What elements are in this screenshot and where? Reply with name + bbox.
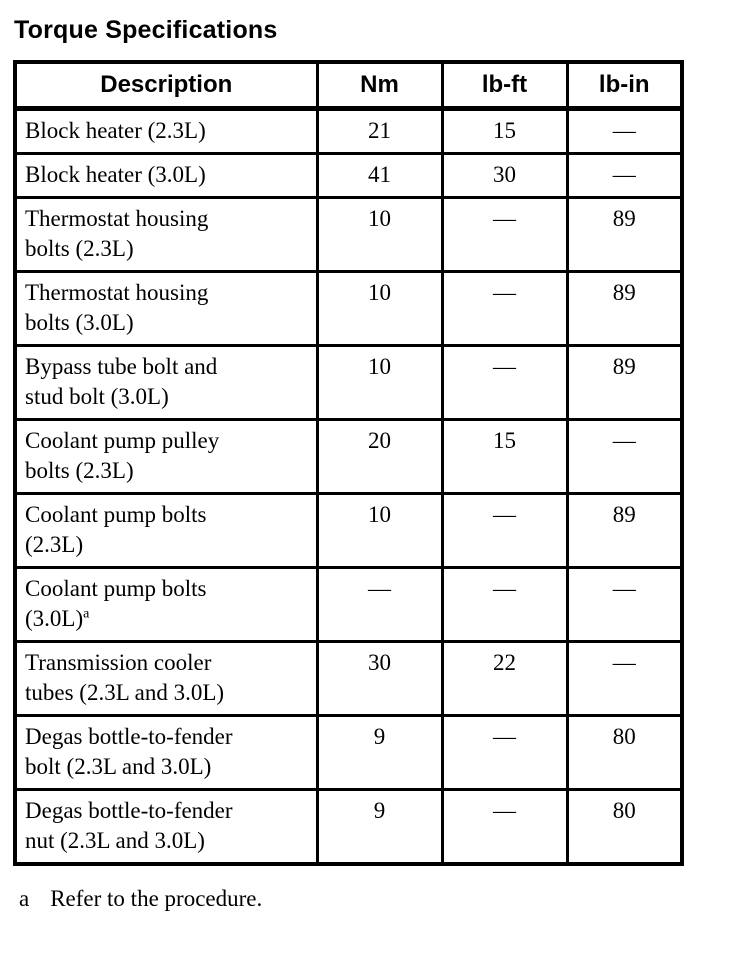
table-row: Coolant pump pulley bolts (2.3L) 20 15— (13, 418, 684, 495)
lbin-cell: — (565, 566, 684, 643)
column-header-description: Description (13, 60, 319, 111)
nm-cell: — (315, 566, 444, 643)
column-header-nm: Nm (315, 60, 444, 111)
lbft-cell: — (440, 270, 569, 347)
lbft-cell: — (440, 714, 569, 791)
torque-specifications-table: Description Nm lb-ft lb-in Block heater … (13, 60, 684, 866)
description-cell: Bypass tube bolt and stud bolt (3.0L) (13, 344, 319, 421)
nm-cell: 9 (315, 714, 444, 791)
description-cell: Thermostat housing bolts (3.0L) (13, 270, 319, 347)
footnote-superscript: a (83, 606, 90, 622)
lbin-cell: 89 (565, 344, 684, 421)
table-row: Bypass tube bolt and stud bolt (3.0L) 10—8… (13, 344, 684, 421)
lbin-cell: — (565, 107, 684, 155)
table-row: Coolant pump bolts (2.3L) 10—89 (13, 492, 684, 569)
lbft-cell: — (440, 492, 569, 569)
table-row: Block heater (3.0L) 41 30— (13, 152, 684, 199)
nm-cell: 9 (315, 788, 444, 866)
table-row: Degas bottle-to-fender nut (2.3L and 3.0L… (13, 788, 684, 866)
description-cell: Coolant pump pulley bolts (2.3L) (13, 418, 319, 495)
lbft-cell: — (440, 788, 569, 866)
table-row: Block heater (2.3L) 21 15— (13, 107, 684, 155)
table-row: Thermostat housing bolts (2.3L) 10—89 (13, 196, 684, 273)
lbft-cell: — (440, 566, 569, 643)
table-row: Transmission cooler tubes (2.3L and 3.0L)… (13, 640, 684, 717)
nm-cell: 21 (315, 107, 444, 155)
footnote-marker: a (19, 886, 30, 911)
lbft-cell: 15 (440, 107, 569, 155)
lbft-cell: — (440, 196, 569, 273)
lbft-cell: 30 (440, 152, 569, 199)
lbin-cell: 89 (565, 492, 684, 569)
description-cell: Block heater (3.0L) (13, 152, 319, 199)
nm-cell: 30 (315, 640, 444, 717)
nm-cell: 41 (315, 152, 444, 199)
lbin-cell: 80 (565, 788, 684, 866)
table-header-row: Description Nm lb-ft lb-in (13, 60, 684, 111)
lbin-cell: 80 (565, 714, 684, 791)
description-cell: Transmission cooler tubes (2.3L and 3.0L) (13, 640, 319, 717)
lbft-cell: 15 (440, 418, 569, 495)
footnote: a Refer to the procedure. (19, 886, 736, 912)
description-cell: Degas bottle-to-fender nut (2.3L and 3.0L… (13, 788, 319, 866)
footnote-text: Refer to the procedure. (50, 886, 263, 911)
column-header-lbft: lb-ft (440, 60, 569, 111)
lbin-cell: — (565, 640, 684, 717)
lbin-cell: — (565, 152, 684, 199)
column-header-lbin: lb-in (565, 60, 684, 111)
description-cell: Block heater (2.3L) (13, 107, 319, 155)
nm-cell: 10 (315, 344, 444, 421)
page-title: Torque Specifications (14, 16, 278, 44)
lbin-cell: — (565, 418, 684, 495)
lbin-cell: 89 (565, 270, 684, 347)
table-body: Block heater (2.3L) 21 15— Block heater (3.… (13, 107, 684, 866)
description-cell: Thermostat housing bolts (2.3L) (13, 196, 319, 273)
nm-cell: 10 (315, 270, 444, 347)
table-header: Description Nm lb-ft lb-in (13, 60, 684, 111)
description-cell: Degas bottle-to-fender bolt (2.3L and 3.0… (13, 714, 319, 791)
lbin-cell: 89 (565, 196, 684, 273)
nm-cell: 20 (315, 418, 444, 495)
table-row: Thermostat housing bolts (3.0L) 10—89 (13, 270, 684, 347)
nm-cell: 10 (315, 196, 444, 273)
table-row: Coolant pump bolts (3.0L)a — — — (13, 566, 684, 643)
table-row: Degas bottle-to-fender bolt (2.3L and 3.0… (13, 714, 684, 791)
lbft-cell: — (440, 344, 569, 421)
nm-cell: 10 (315, 492, 444, 569)
description-cell: Coolant pump bolts (3.0L)a (13, 566, 319, 643)
description-cell: Coolant pump bolts (2.3L) (13, 492, 319, 569)
lbft-cell: 22 (440, 640, 569, 717)
